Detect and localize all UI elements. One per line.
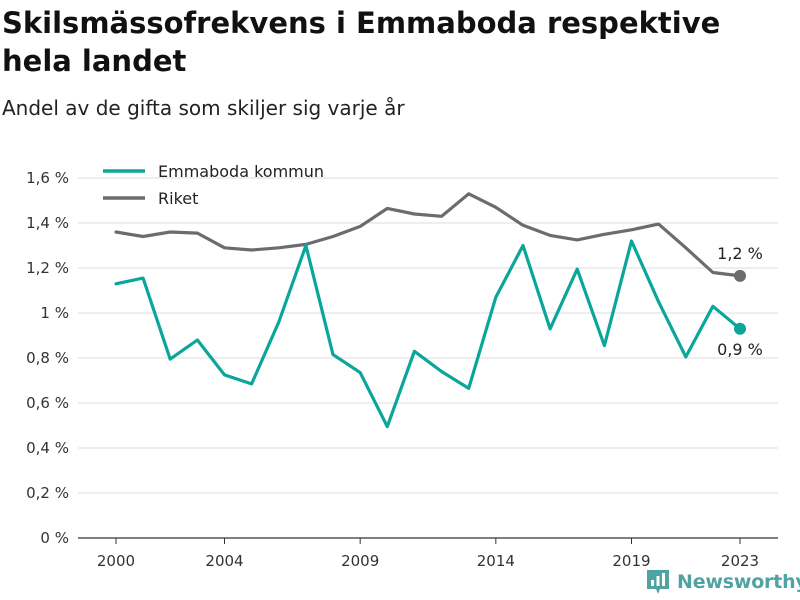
- series-line-emmaboda: [114, 239, 742, 429]
- legend: Emmaboda kommun Riket: [103, 162, 324, 208]
- x-tick-label: 2023: [721, 552, 759, 570]
- series-line-riket: [114, 192, 742, 278]
- x-tick-label: 2004: [205, 552, 243, 570]
- x-tick-label: 2000: [97, 552, 135, 570]
- x-tick-label: 2009: [341, 552, 379, 570]
- legend-label: Emmaboda kommun: [158, 162, 324, 181]
- y-tick-label: 0 %: [40, 529, 69, 547]
- x-axis-ticks: 2000 2004 2009 2014 2019 2023: [97, 538, 759, 570]
- y-tick-label: 0,8 %: [26, 349, 69, 367]
- x-tick-label: 2019: [612, 552, 650, 570]
- end-point-emmaboda: [734, 322, 747, 335]
- y-tick-label: 1,4 %: [26, 214, 69, 232]
- y-tick-label: 0,4 %: [26, 439, 69, 457]
- y-tick-label: 0,6 %: [26, 394, 69, 412]
- end-label-riket: 1,2 %: [717, 244, 763, 263]
- end-label-emmaboda: 0,9 %: [717, 340, 763, 359]
- series-lines: [114, 192, 747, 429]
- y-tick-label: 1,2 %: [26, 259, 69, 277]
- chart-title: Skilsmässofrekvens i Emmaboda respektive…: [2, 6, 721, 78]
- newsworthy-logo: Newsworthy: [646, 569, 800, 595]
- end-labels: 1,2 % 0,9 %: [717, 244, 763, 359]
- y-tick-label: 0,2 %: [26, 484, 69, 502]
- chart-subtitle: Andel av de gifta som skiljer sig varje …: [2, 96, 405, 120]
- grid-lines: [78, 177, 778, 539]
- legend-label: Riket: [158, 189, 198, 208]
- y-axis-ticks: 0 % 0,2 % 0,4 % 0,6 % 0,8 % 1 % 1,2 % 1,4 % 1,6 …: [26, 169, 69, 547]
- newsworthy-logo-icon: [647, 570, 669, 594]
- brand-name: Newsworthy: [677, 571, 800, 593]
- y-tick-label: 1,6 %: [26, 169, 69, 187]
- end-point-riket: [734, 269, 747, 282]
- x-tick-label: 2014: [477, 552, 515, 570]
- y-tick-label: 1 %: [40, 304, 69, 322]
